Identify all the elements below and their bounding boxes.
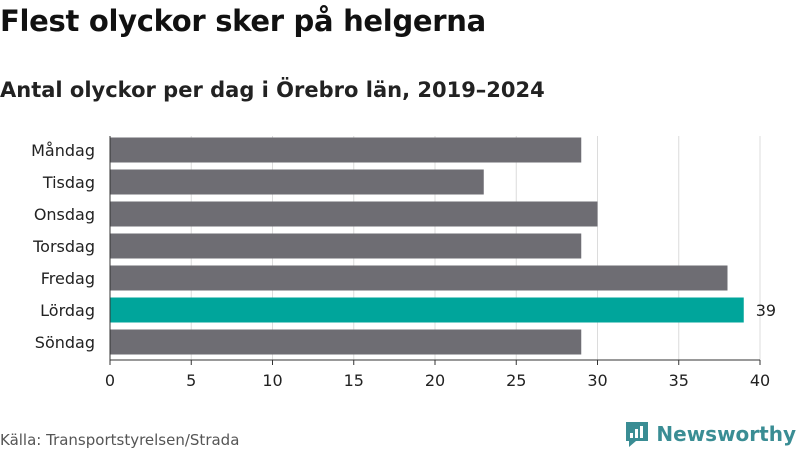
x-tick-label: 25 xyxy=(506,371,526,390)
category-label: Torsdag xyxy=(32,237,95,256)
x-tick-label: 30 xyxy=(587,371,607,390)
x-tick-label: 20 xyxy=(425,371,445,390)
bar-fredag xyxy=(110,265,728,291)
x-tick-label: 35 xyxy=(669,371,689,390)
x-tick-label: 15 xyxy=(344,371,364,390)
category-label: Tisdag xyxy=(42,173,95,192)
x-tick-label: 0 xyxy=(105,371,115,390)
logo-text: Newsworthy xyxy=(656,422,796,446)
x-tick-label: 10 xyxy=(262,371,282,390)
data-label: 39 xyxy=(756,301,776,320)
bar-chart: Måndag Tisdag Onsdag Torsdag Fredag Lördag Sön… xyxy=(31,136,776,390)
category-label: Måndag xyxy=(31,141,95,160)
newsworthy-logo: Newsworthy xyxy=(624,420,796,448)
bar-söndag xyxy=(110,329,582,355)
bar-tisdag xyxy=(110,169,484,195)
category-label: Fredag xyxy=(41,269,95,288)
newsworthy-logo-icon xyxy=(626,422,649,447)
category-labels: Måndag Tisdag Onsdag Torsdag Fredag Lördag Sön… xyxy=(31,141,95,352)
x-tick-label: 40 xyxy=(750,371,770,390)
category-label: Söndag xyxy=(35,333,95,352)
bars xyxy=(110,137,744,355)
x-axis-ticks: 0 5 10 15 20 25 30 35 40 xyxy=(105,136,770,390)
x-tick-label: 5 xyxy=(186,371,196,390)
category-label: Onsdag xyxy=(34,205,95,224)
bar-torsdag xyxy=(110,233,582,259)
chart-subtitle: Antal olyckor per dag i Örebro län, 2019… xyxy=(0,78,545,102)
bar-måndag xyxy=(110,137,582,163)
source-note: Källa: Transportstyrelsen/Strada xyxy=(0,431,240,449)
category-label: Lördag xyxy=(40,301,95,320)
data-labels: 39 xyxy=(756,301,776,320)
bar-lördag xyxy=(110,297,744,323)
chart-title: Flest olyckor sker på helgerna xyxy=(0,4,486,38)
bar-onsdag xyxy=(110,201,598,227)
